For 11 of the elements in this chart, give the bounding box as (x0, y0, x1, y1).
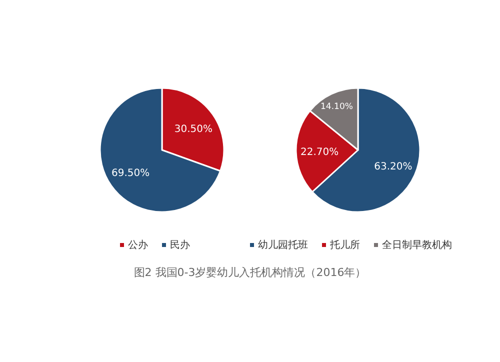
legend-label: 幼儿园托班 (258, 239, 308, 251)
legend-label: 公办 (128, 239, 148, 251)
legend-label: 托儿所 (329, 239, 360, 251)
data-label: 14.10% (320, 102, 353, 112)
data-label: 30.50% (174, 124, 213, 135)
caption: 图2 我国0-3岁婴幼儿入托机构情况（2016年） (134, 266, 366, 279)
data-label: 69.50% (111, 168, 150, 180)
legend-label: 全日制早教机构 (382, 239, 452, 251)
data-label: 63.20% (374, 161, 412, 172)
data-label: 22.70% (300, 147, 339, 158)
legend-label: 民办 (170, 239, 190, 251)
